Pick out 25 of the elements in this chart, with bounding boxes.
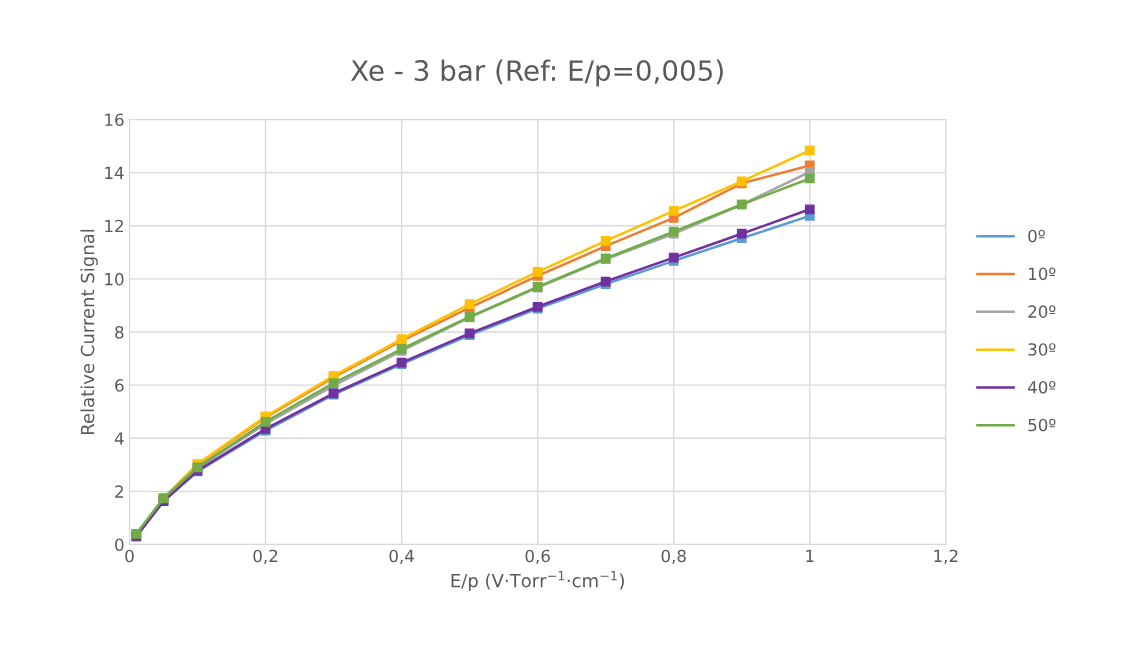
legend-label: 30º xyxy=(1028,343,1056,356)
legend-label: 10º xyxy=(1029,267,1056,281)
x-tick-label: 0 xyxy=(125,549,134,563)
y-tick-label: 12 xyxy=(105,219,123,233)
x-tick-label: 1,2 xyxy=(934,549,958,564)
x-axis-title: E/p (V·Torr$^{−1}$·cm$^{−1}$) xyxy=(451,571,624,591)
y-tick-label: 8 xyxy=(115,325,124,339)
y-tick-label: 4 xyxy=(114,432,124,445)
chart-title: Xe - 3 bar (Ref: E/p=0,005) xyxy=(350,59,723,87)
y-tick-label: 16 xyxy=(105,113,124,127)
y-tick-label: 6 xyxy=(115,379,124,392)
x-tick-label: 1 xyxy=(806,549,814,563)
y-axis-title: Relative Current Signal xyxy=(80,229,98,435)
x-tick-label: 0,2 xyxy=(253,549,278,564)
x-tick-label: 0,6 xyxy=(525,549,550,564)
y-tick-label: 10 xyxy=(105,272,124,286)
legend-label: 20º xyxy=(1028,305,1056,318)
y-tick-label: 0 xyxy=(115,538,124,552)
legend-label: 40º xyxy=(1027,380,1056,394)
x-tick-label: 0,8 xyxy=(661,549,686,564)
x-tick-label: 0,4 xyxy=(389,549,414,564)
legend-label: 0º xyxy=(1028,229,1045,243)
y-tick-label: 2 xyxy=(115,485,123,498)
y-tick-label: 14 xyxy=(105,166,124,179)
legend-label: 50º xyxy=(1028,418,1056,432)
